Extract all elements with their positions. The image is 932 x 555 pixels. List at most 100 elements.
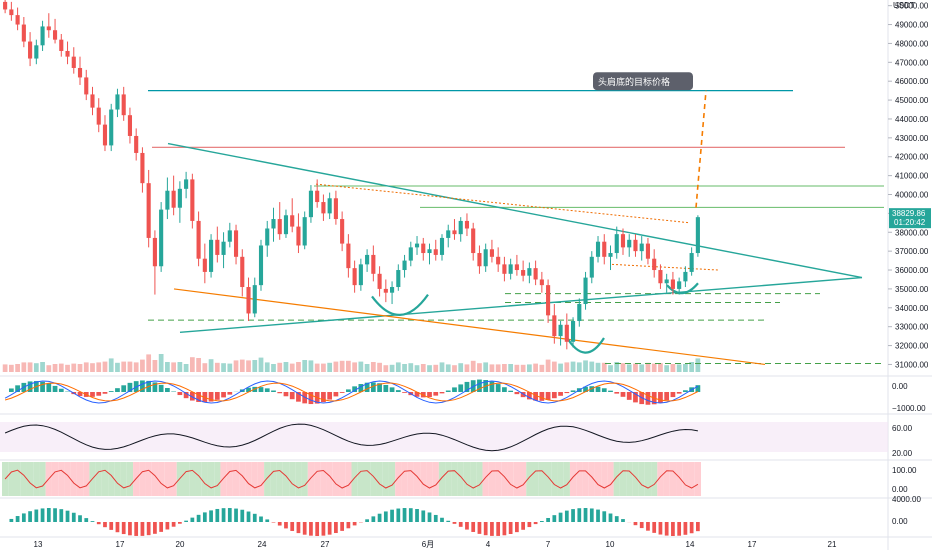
osc-bar bbox=[471, 522, 475, 532]
candle-body bbox=[540, 279, 544, 285]
osc-bar bbox=[440, 518, 444, 522]
candle-body bbox=[690, 253, 694, 272]
x-tick-label: 6月 bbox=[422, 540, 434, 549]
stoch-zone bbox=[352, 462, 358, 496]
stoch-zone bbox=[245, 462, 251, 496]
candle-body bbox=[602, 242, 606, 257]
macd-bar bbox=[546, 392, 551, 400]
osc-bar bbox=[596, 510, 600, 522]
candle-body bbox=[315, 191, 319, 202]
osc-bar bbox=[153, 522, 157, 534]
candle-body bbox=[321, 202, 325, 213]
volume-bar bbox=[140, 360, 145, 372]
volume-bar bbox=[234, 360, 239, 372]
stoch-tick-label: 0.00 bbox=[892, 485, 908, 494]
annotation-text: 头肩底的目标价格 bbox=[598, 76, 670, 87]
y-tick-label: 45000.00 bbox=[895, 96, 929, 105]
osc-bar bbox=[371, 516, 375, 522]
candle-body bbox=[72, 57, 76, 68]
osc-bar bbox=[53, 508, 57, 522]
macd-bar bbox=[96, 392, 101, 396]
candle-body bbox=[496, 257, 500, 265]
osc-bar bbox=[297, 522, 301, 533]
osc-bar bbox=[265, 519, 269, 522]
macd-bar bbox=[552, 392, 557, 398]
volume-bar bbox=[227, 364, 232, 372]
stoch-zone bbox=[77, 462, 83, 496]
macd-bar bbox=[159, 385, 164, 392]
osc-bar bbox=[390, 510, 394, 522]
stoch-zone bbox=[71, 462, 77, 496]
macd-bar bbox=[90, 392, 95, 397]
candle-body bbox=[665, 279, 669, 283]
volume-bar bbox=[602, 363, 607, 372]
osc-bar bbox=[253, 514, 257, 522]
volume-bar bbox=[340, 361, 345, 372]
volume-bar bbox=[483, 362, 488, 372]
volume-bar bbox=[402, 364, 407, 372]
macd-bar bbox=[177, 392, 182, 395]
osc-bar bbox=[609, 514, 613, 522]
stoch-zone bbox=[670, 462, 676, 496]
volume-bar bbox=[215, 363, 220, 372]
left-shoulder-arc bbox=[372, 295, 428, 315]
volume-bar bbox=[246, 360, 251, 372]
volume-bar bbox=[571, 362, 576, 372]
osc-bar bbox=[84, 518, 88, 522]
candle-body bbox=[271, 219, 275, 228]
volume-bar bbox=[471, 361, 476, 372]
stoch-zone bbox=[64, 462, 70, 496]
macd-bar bbox=[284, 392, 289, 396]
osc-bar bbox=[41, 508, 45, 522]
candle-body bbox=[84, 77, 88, 94]
volume-bar bbox=[490, 364, 495, 372]
osc-bar bbox=[521, 522, 525, 530]
stoch-zone bbox=[564, 462, 570, 496]
macd-bar bbox=[515, 392, 520, 394]
candle-body bbox=[78, 68, 82, 77]
stoch-zone bbox=[364, 462, 370, 496]
candle-body bbox=[583, 278, 587, 304]
volume-bar bbox=[621, 363, 626, 372]
stoch-zone bbox=[233, 462, 239, 496]
osc-bar bbox=[490, 522, 494, 536]
volume-bar bbox=[496, 364, 501, 372]
volume-bar bbox=[365, 364, 370, 372]
volume-bar bbox=[446, 364, 451, 372]
candle-body bbox=[90, 94, 94, 107]
candle-body bbox=[490, 249, 494, 257]
candle-body bbox=[296, 227, 300, 246]
volume-bar bbox=[34, 363, 39, 372]
macd-bar bbox=[327, 392, 332, 400]
candle-body bbox=[28, 42, 32, 59]
stoch-zone bbox=[470, 462, 476, 496]
osc-bar bbox=[134, 522, 138, 536]
stoch-zone bbox=[270, 462, 276, 496]
dotted-shoulder-line bbox=[612, 264, 718, 270]
stoch-zone bbox=[476, 462, 482, 496]
macd-bar bbox=[109, 391, 114, 392]
volume-bar bbox=[202, 363, 207, 372]
y-tick-label: 46000.00 bbox=[895, 77, 929, 86]
stoch-zone bbox=[83, 462, 89, 496]
macd-bar bbox=[446, 391, 451, 392]
candle-body bbox=[22, 25, 26, 42]
candle-body bbox=[671, 279, 675, 288]
stoch-zone bbox=[495, 462, 501, 496]
candle-body bbox=[552, 315, 556, 336]
volume-bar bbox=[433, 365, 438, 372]
x-tick-label: 24 bbox=[258, 540, 267, 549]
osc-bar bbox=[103, 522, 107, 527]
candle-body bbox=[16, 15, 20, 24]
volume-bar bbox=[421, 364, 426, 372]
x-tick-label: 10 bbox=[606, 540, 615, 549]
volume-bar bbox=[371, 362, 376, 372]
volume-bar bbox=[271, 364, 276, 372]
volume-bar bbox=[71, 364, 76, 372]
volume-bar bbox=[65, 365, 70, 372]
osc-bar bbox=[677, 522, 681, 536]
volume-bar bbox=[302, 360, 307, 372]
osc-bar bbox=[172, 522, 176, 527]
